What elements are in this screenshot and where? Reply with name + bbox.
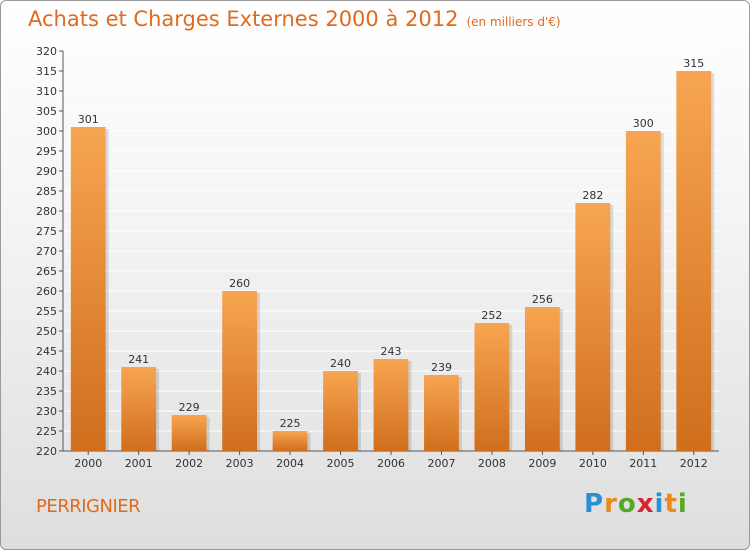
data-label: 300: [633, 117, 654, 130]
y-tick-label: 245: [36, 345, 57, 358]
bar-2009: [524, 307, 560, 451]
bar-2007: [424, 375, 459, 451]
x-tick-label: 2001: [125, 457, 153, 470]
data-label: 229: [179, 401, 200, 414]
y-tick-label: 270: [36, 245, 57, 258]
data-label: 243: [381, 345, 402, 358]
data-label: 241: [128, 353, 149, 366]
bar-layer: [70, 71, 715, 451]
bar-2008: [474, 323, 510, 451]
label-layer: 220 225 230 235 240 245 250 255 260 265 270 275 280 2…: [36, 45, 708, 470]
bar-2012: [676, 71, 712, 451]
y-tick-label: 295: [36, 145, 57, 158]
y-tick-label: 260: [36, 285, 57, 298]
logo-letter: x: [636, 489, 655, 519]
y-tick-label: 280: [36, 205, 57, 218]
x-tick-label: 2007: [427, 457, 455, 470]
bar-2010: [575, 203, 611, 451]
data-label: 282: [582, 189, 603, 202]
x-tick-label: 2011: [629, 457, 657, 470]
x-tick-label: 2010: [579, 457, 607, 470]
x-tick-label: 2012: [680, 457, 708, 470]
bar-2005: [323, 371, 358, 451]
x-tick-label: 2006: [377, 457, 405, 470]
logo-letter: i: [677, 489, 688, 519]
logo-letter: r: [604, 489, 618, 519]
y-tick-label: 225: [36, 425, 57, 438]
logo-letter: i: [654, 489, 665, 519]
bar-2011: [625, 131, 661, 451]
x-tick-label: 2009: [528, 457, 556, 470]
bar-2003: [222, 291, 258, 451]
y-tick-label: 240: [36, 365, 57, 378]
chart-title: Achats et Charges Externes 2000 à 2012 (e…: [28, 7, 561, 31]
place-name: PERRIGNIER: [36, 496, 141, 517]
data-label: 315: [683, 57, 704, 70]
data-label: 240: [330, 357, 351, 370]
x-tick-label: 2005: [327, 457, 355, 470]
bar-2000: [70, 127, 106, 451]
bar-2004: [272, 431, 308, 451]
data-label: 252: [481, 309, 502, 322]
data-label: 256: [532, 293, 553, 306]
x-tick-label: 2008: [478, 457, 506, 470]
bar-2002: [171, 415, 207, 451]
y-tick-label: 235: [36, 385, 57, 398]
proxiti-logo: Proxiti: [584, 489, 688, 519]
logo-letter: t: [664, 489, 678, 519]
y-tick-label: 315: [36, 65, 57, 78]
x-tick-label: 2004: [276, 457, 304, 470]
y-tick-label: 220: [36, 445, 57, 458]
y-tick-label: 265: [36, 265, 57, 278]
y-tick-label: 275: [36, 225, 57, 238]
data-label: 225: [280, 417, 301, 430]
chart-unit: (en milliers d'€): [466, 15, 561, 29]
data-label: 239: [431, 361, 452, 374]
x-tick-label: 2002: [175, 457, 203, 470]
bar-2006: [373, 359, 409, 451]
y-tick-label: 290: [36, 165, 57, 178]
y-tick-label: 320: [36, 45, 57, 58]
y-tick-label: 300: [36, 125, 57, 138]
data-label: 301: [78, 113, 99, 126]
y-tick-label: 310: [36, 85, 57, 98]
x-tick-label: 2003: [226, 457, 254, 470]
bar-2001: [121, 367, 157, 451]
y-tick-label: 250: [36, 325, 57, 338]
x-tick-label: 2000: [74, 457, 102, 470]
y-tick-label: 305: [36, 105, 57, 118]
y-tick-label: 255: [36, 305, 57, 318]
data-label: 260: [229, 277, 250, 290]
logo-letter: P: [584, 489, 605, 519]
y-tick-label: 230: [36, 405, 57, 418]
chart-title-text: Achats et Charges Externes 2000 à 2012: [28, 7, 459, 31]
logo-letter: o: [617, 489, 637, 519]
y-tick-label: 285: [36, 185, 57, 198]
